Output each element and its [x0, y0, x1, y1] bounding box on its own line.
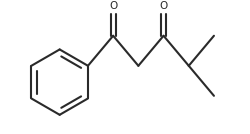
Text: O: O — [160, 1, 168, 11]
Text: O: O — [109, 1, 117, 11]
